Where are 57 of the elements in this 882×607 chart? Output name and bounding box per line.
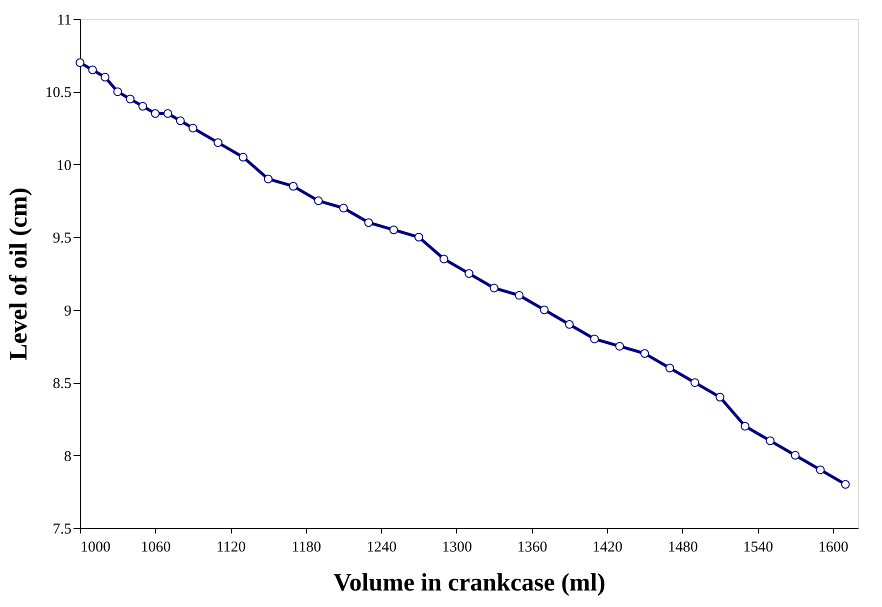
point <box>490 284 498 292</box>
point <box>214 138 222 147</box>
point <box>414 232 424 242</box>
y-tick-label: 8.5 <box>52 376 72 392</box>
x-tick-label: 1480 <box>668 540 698 556</box>
x-tick-label: 1060 <box>140 540 171 556</box>
x-tick-label: 1180 <box>292 540 322 556</box>
point <box>615 342 624 351</box>
point <box>766 436 775 446</box>
point <box>150 109 160 118</box>
point <box>841 480 850 489</box>
y-tick-label: 7.5 <box>52 522 72 538</box>
point <box>314 196 323 206</box>
x-tick-label: 1360 <box>517 540 548 556</box>
point <box>690 378 700 387</box>
y-tick-label: 8 <box>64 448 72 465</box>
y-tick-label: 11 <box>57 12 72 28</box>
point <box>590 334 599 344</box>
y-axis-title: Level of oil (cm) <box>5 188 32 360</box>
x-tick-label: 1120 <box>216 540 246 556</box>
y-tick-label: 9 <box>64 303 72 320</box>
y-tick-label: 9.5 <box>52 230 72 247</box>
point <box>464 269 474 278</box>
point <box>389 226 398 234</box>
x-tick-label: 1420 <box>592 540 623 556</box>
point <box>364 218 373 227</box>
point <box>76 58 84 67</box>
point <box>113 87 122 96</box>
point <box>163 109 172 118</box>
y-tick-label: 10.5 <box>45 85 72 102</box>
y-tick-label: 10 <box>56 158 72 174</box>
point <box>238 152 248 162</box>
x-tick-label: 1300 <box>442 540 472 556</box>
point <box>100 72 110 82</box>
x-tick-label: 1000 <box>80 540 110 556</box>
point <box>138 102 148 111</box>
x-tick-label: 1600 <box>818 540 848 556</box>
point <box>740 422 750 431</box>
point <box>790 450 800 460</box>
point <box>640 349 650 358</box>
point <box>540 305 549 314</box>
point <box>514 290 524 300</box>
point <box>264 174 273 184</box>
point <box>716 392 724 402</box>
x-tick-label: 1240 <box>366 540 397 556</box>
point <box>188 124 198 132</box>
x-tick-label: 1540 <box>743 540 774 556</box>
point <box>665 364 674 372</box>
point <box>126 94 135 104</box>
x-axis-title: Volume in crankcase (ml) <box>334 570 606 596</box>
point <box>88 66 97 74</box>
point <box>176 116 185 126</box>
point <box>339 204 348 212</box>
point <box>440 254 448 264</box>
point <box>565 320 574 329</box>
point <box>816 465 825 474</box>
point <box>288 182 298 191</box>
